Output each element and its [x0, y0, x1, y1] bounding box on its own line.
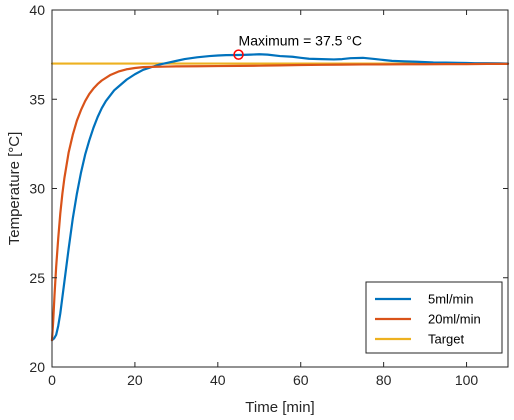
x-axis-title: Time [min] — [245, 399, 314, 416]
legend-label-5ml-min: 5ml/min — [428, 292, 474, 307]
y-tick-label: 20 — [29, 359, 45, 375]
series-layer — [50, 53, 510, 342]
x-tick-label: 100 — [455, 372, 479, 388]
legend-label-20ml-min: 20ml/min — [428, 312, 481, 327]
series-line-20ml-min — [50, 62, 510, 342]
x-tick-label: 0 — [48, 372, 56, 388]
annotation-layer: Maximum = 37.5 °C — [233, 33, 362, 60]
series-line-5ml-min — [50, 53, 510, 342]
x-tick-label: 20 — [127, 372, 143, 388]
y-tick-label: 30 — [29, 181, 45, 197]
y-axis-title: Temperature [°C] — [6, 132, 23, 246]
x-tick-label: 80 — [376, 372, 392, 388]
maximum-annotation-label: Maximum = 37.5 °C — [239, 33, 362, 49]
y-tick-label: 25 — [29, 270, 45, 286]
legend: 5ml/min 20ml/min Target — [365, 281, 503, 354]
maximum-marker — [233, 49, 244, 60]
legend-box — [365, 281, 503, 354]
x-tick-label: 60 — [293, 372, 309, 388]
y-tick-label: 35 — [29, 91, 45, 107]
x-tick-label: 40 — [210, 372, 226, 388]
legend-label-target: Target — [428, 332, 465, 347]
y-tick-label: 40 — [29, 2, 45, 18]
